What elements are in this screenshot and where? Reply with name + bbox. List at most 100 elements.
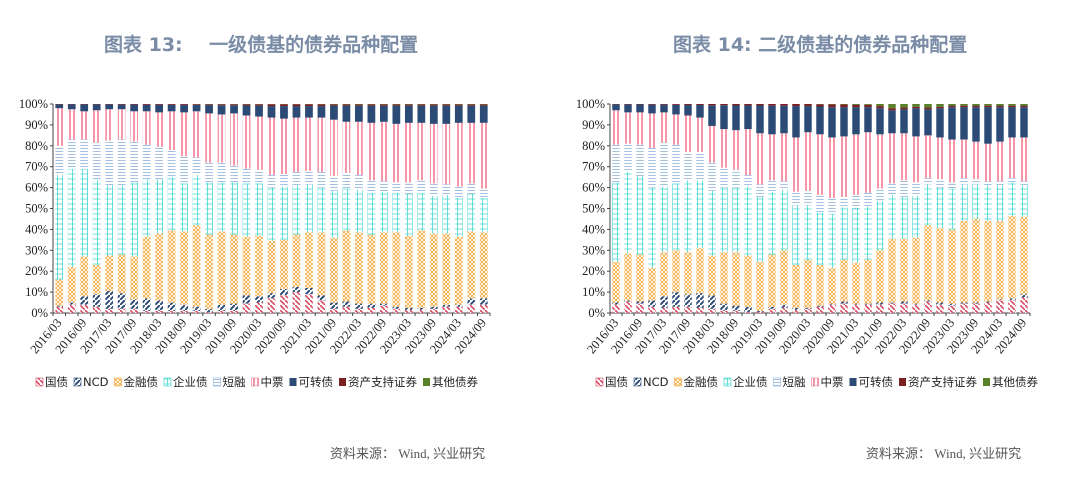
bar-segment-国债-2018/12	[744, 311, 752, 313]
bar-segment-国债-2020/12	[840, 303, 848, 313]
bar-segment-国债-2023/12	[442, 306, 451, 313]
bar-segment-金融债-2024/06	[1008, 215, 1016, 299]
bar-segment-企业债-2020/06	[816, 212, 824, 265]
bar-segment-国债-2024/03	[996, 300, 1004, 313]
bar-segment-短融-2023/06	[960, 178, 968, 185]
bar-segment-NCD-2016/12	[92, 294, 101, 307]
bar-segment-可转债-2017/09	[684, 105, 692, 116]
bar-segment-中票-2021/09	[330, 119, 338, 177]
bar-segment-短融-2016/09	[636, 144, 644, 177]
bar-segment-短融-2019/12	[792, 191, 800, 206]
bar-segment-短融-2024/03	[454, 186, 463, 199]
bar-segment-可转债-2024/09	[479, 105, 488, 123]
legend-swatch	[811, 377, 819, 387]
legend-item-可转债: 可转债	[849, 375, 893, 389]
bar-segment-NCD-2017/12	[142, 298, 151, 311]
bar-segment-企业债-2023/12	[442, 194, 451, 234]
bar-segment-资产支持证券-2020/03	[255, 104, 263, 106]
bar-segment-NCD-2017/09	[130, 299, 139, 309]
bar-segment-金融债-2021/06	[864, 259, 872, 304]
legend-label: 金融债	[684, 375, 719, 389]
bar-segment-短融-2023/12	[442, 184, 451, 195]
bar-segment-国债-2016/12	[648, 306, 656, 313]
bar-segment-资产支持证券-2018/06	[167, 104, 176, 105]
bar-segment-企业债-2021/06	[317, 187, 326, 233]
bar-segment-国债-2018/03	[155, 310, 163, 313]
bar-segment-短融-2016/06	[624, 143, 632, 172]
bar-segment-NCD-2023/06	[417, 307, 426, 310]
legend-label: 其他债券	[432, 375, 478, 389]
legend-label: 资产支持证券	[908, 375, 977, 389]
bar-segment-企业债-2018/12	[744, 186, 752, 256]
bar-segment-短融-2018/12	[744, 175, 752, 187]
bar-segment-短融-2024/03	[996, 181, 1004, 186]
legend-swatch	[674, 377, 682, 387]
bar-segment-可转债-2022/06	[367, 105, 376, 123]
bar-segment-资产支持证券-2018/06	[720, 104, 728, 106]
bar-segment-可转债-2020/03	[804, 106, 812, 133]
bar-segment-国债-2018/09	[732, 310, 740, 313]
bar-segment-NCD-2024/03	[996, 299, 1004, 301]
bar-segment-资产支持证券-2019/09	[780, 104, 788, 106]
bar-segment-短融-2017/09	[684, 152, 692, 181]
bar-segment-可转债-2024/03	[996, 107, 1004, 142]
bar-segment-短融-2017/03	[105, 140, 114, 186]
bar-segment-金融债-2017/03	[660, 252, 668, 297]
bar-segment-金融债-2016/03	[612, 261, 620, 303]
bar-segment-中票-2020/03	[255, 116, 263, 170]
bar-segment-NCD-2016/09	[80, 296, 89, 305]
bar-segment-资产支持证券-2022/03	[355, 104, 363, 106]
bar-segment-企业债-2023/06	[417, 192, 426, 231]
bar-segment-资产支持证券-2017/06	[117, 104, 126, 105]
bar-segment-国债-2021/06	[864, 304, 872, 313]
bar-segment-中票-2022/09	[380, 121, 388, 182]
bar-segment-NCD-2016/03	[612, 302, 620, 305]
legend-swatch	[213, 377, 221, 387]
bar-segment-资产支持证券-2019/03	[756, 104, 764, 106]
bar-segment-中票-2017/03	[105, 109, 114, 141]
bar-segment-国债-2017/06	[117, 308, 126, 313]
bar-segment-资产支持证券-2016/12	[648, 104, 656, 105]
bar-segment-资产支持证券-2019/12	[792, 104, 800, 107]
bar-segment-中票-2018/09	[180, 112, 188, 157]
bar-segment-国债-2023/06	[960, 303, 968, 313]
bar-segment-企业债-2024/06	[467, 193, 476, 232]
bar-segment-国债-2022/06	[912, 304, 920, 313]
bar-segment-资产支持证券-2017/09	[684, 104, 692, 106]
bar-segment-中票-2021/12	[342, 121, 351, 173]
bar-segment-中票-2023/06	[417, 122, 426, 181]
bar-segment-资产支持证券-2017/12	[142, 104, 151, 105]
bar-segment-NCD-2016/03	[55, 305, 64, 307]
legend-swatch	[633, 377, 642, 387]
bar-segment-NCD-2023/09	[429, 306, 438, 309]
bar-segment-短融-2024/09	[1020, 181, 1028, 186]
bar-segment-短融-2018/03	[708, 162, 716, 191]
legend-item-短融: 短融	[773, 375, 806, 389]
bar-segment-可转债-2016/03	[55, 104, 64, 109]
bar-segment-中票-2016/06	[624, 112, 632, 144]
y-tick-label: 50%	[582, 202, 605, 216]
bar-segment-中票-2024/03	[454, 122, 463, 187]
bar-segment-金融债-2018/09	[180, 231, 188, 305]
bar-segment-中票-2023/03	[948, 139, 956, 183]
source-note-1: 资料来源： Wind, 兴业研究	[330, 446, 486, 461]
bar-segment-国债-2022/03	[355, 308, 363, 313]
bar-segment-NCD-2019/09	[780, 304, 788, 308]
bar-segment-国债-2020/09	[828, 304, 836, 313]
bar-segment-NCD-2016/06	[67, 302, 76, 305]
bar-segment-国债-2016/03	[612, 304, 620, 313]
bar-segment-可转债-2018/09	[732, 105, 740, 131]
bar-segment-企业债-2020/03	[255, 183, 263, 236]
bar-segment-短融-2020/03	[804, 190, 812, 206]
bar-segment-短融-2018/03	[155, 146, 163, 180]
bar-segment-中票-2017/06	[672, 114, 680, 145]
bar-segment-其他债券-2024/03	[996, 104, 1004, 106]
bar-segment-中票-2023/09	[972, 141, 980, 180]
bar-segment-NCD-2019/09	[230, 303, 238, 311]
y-tick-label: 70%	[582, 160, 605, 174]
bar-segment-金融债-2021/12	[342, 230, 351, 302]
bar-segment-金融债-2023/03	[404, 235, 413, 308]
bar-segment-资产支持证券-2021/06	[864, 104, 872, 108]
bar-segment-可转债-2018/09	[180, 104, 188, 113]
